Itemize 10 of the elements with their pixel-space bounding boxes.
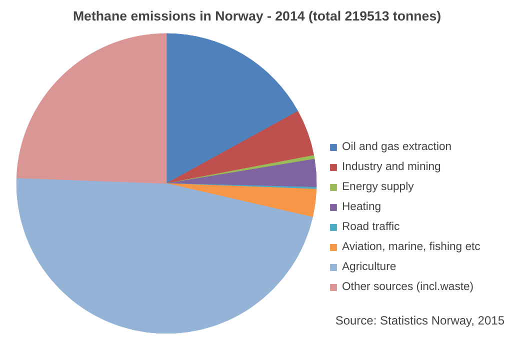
legend-label: Oil and gas extraction [342,141,452,153]
chart-title: Methane emissions in Norway - 2014 (total 219513 tonnes) [72,8,442,24]
legend-label: Aviation, marine, fishing etc [342,241,480,253]
legend-label: Road traffic [342,221,400,233]
source-note: Source: Statistics Norway, 2015 [335,314,505,328]
legend-label: Other sources (incl.waste) [342,281,474,293]
legend-label: Agriculture [342,261,396,273]
legend-label: Energy supply [342,181,414,193]
legend-label: Heating [342,201,382,213]
legend-label: Industry and mining [342,161,441,173]
